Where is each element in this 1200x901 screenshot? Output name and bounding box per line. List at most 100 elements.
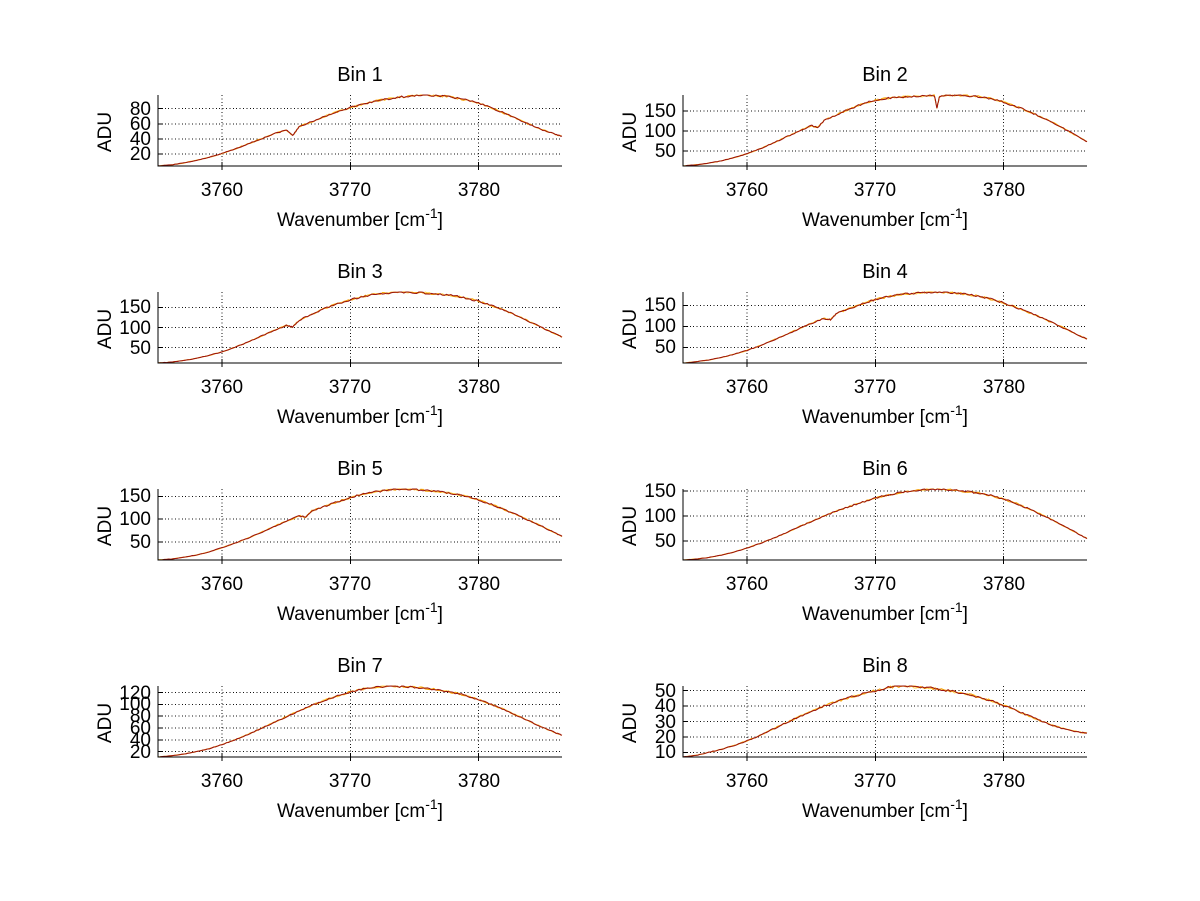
ylabel: ADU — [95, 505, 116, 546]
axes — [682, 95, 1087, 167]
x-tick-label: 3770 — [853, 771, 897, 792]
ylabel: ADU — [95, 702, 116, 743]
xlabel-text: Wavenumber [cm — [277, 801, 426, 822]
xlabel-sup: -1 — [425, 599, 438, 615]
y-tick-label: 100 — [644, 505, 676, 527]
y-tick-label: 150 — [644, 480, 676, 502]
x-tick-label: 3780 — [457, 771, 501, 792]
axes — [682, 686, 1087, 758]
ylabel: ADU — [620, 308, 641, 349]
y-tick-label: 40 — [654, 695, 676, 717]
spectrum-line — [157, 685, 563, 758]
ylabel: ADU — [620, 702, 641, 743]
xlabel-sup: -1 — [425, 205, 438, 221]
subplot-title: Bin 8 — [862, 655, 908, 677]
spectrum-line — [157, 488, 563, 561]
spectrum-line — [157, 291, 563, 364]
ylabel: ADU — [620, 111, 641, 152]
x-tick-label: 3770 — [328, 574, 372, 595]
axes — [157, 686, 562, 758]
ylabel: ADU — [95, 111, 116, 152]
spectrum-line — [682, 685, 1088, 758]
spectrum-line — [682, 291, 1088, 364]
x-tick-label: 3760 — [200, 180, 244, 201]
xlabel-text: Wavenumber [cm — [802, 604, 951, 625]
y-tick-label: 40 — [129, 729, 151, 751]
ylabel: ADU — [95, 308, 116, 349]
xlabel: Wavenumber [cm-1] — [775, 205, 995, 232]
y-tick-label: 50 — [654, 140, 676, 162]
y-tick-label: 100 — [644, 120, 676, 142]
xlabel-end: ] — [437, 210, 443, 231]
axes — [682, 292, 1087, 364]
y-tick-label: 120 — [119, 682, 151, 704]
xlabel-text: Wavenumber [cm — [277, 210, 426, 231]
xlabel: Wavenumber [cm-1] — [250, 205, 470, 232]
spectrum-line — [157, 291, 563, 364]
y-tick-label: 150 — [644, 294, 676, 316]
x-tick-label: 3780 — [982, 180, 1026, 201]
xlabel-text: Wavenumber [cm — [277, 604, 426, 625]
spectrum-line — [157, 488, 563, 561]
xlabel-sup: -1 — [950, 402, 963, 418]
spectrum-line — [682, 488, 1088, 561]
xlabel: Wavenumber [cm-1] — [775, 796, 995, 823]
subplot-title: Bin 7 — [337, 655, 383, 677]
spectrum-line — [682, 291, 1088, 364]
axes — [157, 95, 562, 167]
x-tick-label: 3770 — [328, 180, 372, 201]
xlabel-end: ] — [962, 801, 968, 822]
y-tick-label: 150 — [119, 485, 151, 507]
xlabel-end: ] — [437, 801, 443, 822]
spectrum-line — [157, 685, 563, 758]
subplot-title: Bin 3 — [337, 261, 383, 283]
y-tick-label: 50 — [129, 531, 151, 553]
x-tick-label: 3770 — [328, 377, 372, 398]
xlabel-end: ] — [962, 210, 968, 231]
ylabel: ADU — [620, 505, 641, 546]
xlabel: Wavenumber [cm-1] — [250, 402, 470, 429]
xlabel-end: ] — [962, 604, 968, 625]
xlabel-text: Wavenumber [cm — [802, 801, 951, 822]
y-tick-label: 10 — [654, 741, 676, 763]
x-tick-label: 3770 — [328, 771, 372, 792]
subplot-title: Bin 1 — [337, 64, 383, 86]
axes — [157, 292, 562, 364]
subplot-title: Bin 5 — [337, 458, 383, 480]
y-tick-label: 150 — [119, 296, 151, 318]
y-tick-label: 20 — [654, 726, 676, 748]
y-tick-label: 50 — [129, 337, 151, 359]
xlabel-end: ] — [962, 407, 968, 428]
x-tick-label: 3760 — [200, 771, 244, 792]
y-tick-label: 50 — [654, 336, 676, 358]
y-tick-label: 80 — [129, 98, 151, 120]
spectrum-line — [682, 94, 1088, 167]
y-tick-label: 40 — [129, 128, 151, 150]
x-tick-label: 3760 — [725, 574, 769, 595]
y-tick-label: 60 — [129, 717, 151, 739]
subplot-title: Bin 2 — [862, 64, 908, 86]
xlabel-text: Wavenumber [cm — [802, 210, 951, 231]
subplot-title: Bin 4 — [862, 261, 908, 283]
xlabel-sup: -1 — [950, 205, 963, 221]
xlabel-end: ] — [437, 604, 443, 625]
xlabel: Wavenumber [cm-1] — [250, 599, 470, 626]
x-tick-label: 3760 — [200, 574, 244, 595]
axes — [157, 489, 562, 561]
x-tick-label: 3760 — [725, 377, 769, 398]
xlabel: Wavenumber [cm-1] — [775, 599, 995, 626]
y-tick-label: 50 — [654, 680, 676, 702]
xlabel-text: Wavenumber [cm — [802, 407, 951, 428]
xlabel-end: ] — [437, 407, 443, 428]
x-tick-label: 3770 — [853, 377, 897, 398]
xlabel-text: Wavenumber [cm — [277, 407, 426, 428]
y-tick-label: 100 — [119, 317, 151, 339]
y-tick-label: 100 — [119, 508, 151, 530]
x-tick-label: 3760 — [725, 771, 769, 792]
x-tick-label: 3780 — [982, 574, 1026, 595]
x-tick-label: 3780 — [457, 180, 501, 201]
xlabel: Wavenumber [cm-1] — [250, 796, 470, 823]
y-tick-label: 20 — [129, 143, 151, 165]
y-tick-label: 60 — [129, 113, 151, 135]
